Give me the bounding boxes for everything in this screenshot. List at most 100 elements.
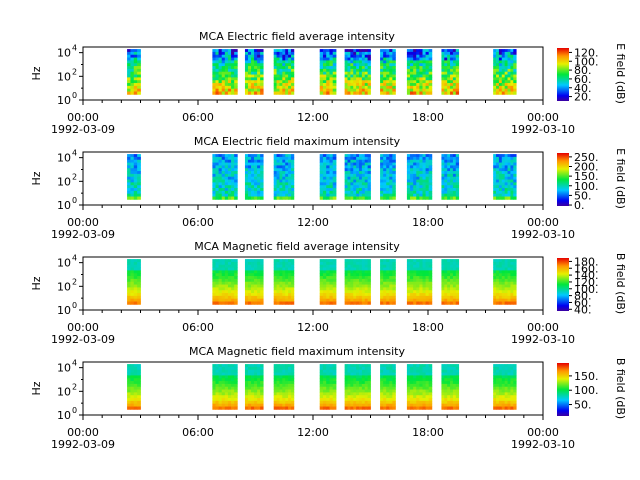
panel-title: MCA Electric field average intensity (199, 30, 395, 43)
spectrogram-segment (319, 364, 337, 410)
colorbar-tick-label: 140. (574, 269, 599, 282)
spectrogram-segment (127, 259, 141, 305)
spectrogram-segment (273, 364, 295, 410)
colorbar-tick-label: 250. (574, 151, 599, 164)
y-tick-exponent: 0 (72, 301, 77, 310)
x-tick-label: 12:00 (297, 111, 329, 124)
colorbar-tick-label: 150. (574, 170, 599, 183)
spectrogram-segment (493, 259, 517, 305)
colorbar-tick-label: 80. (574, 64, 592, 77)
x-date-label: 1992-03-10 (511, 333, 575, 346)
colorbar-tick-label: 120. (574, 276, 599, 289)
spectrogram-segment (319, 49, 337, 95)
spectrogram-segment (244, 364, 264, 410)
y-axis-label: Hz (30, 276, 43, 290)
panel-4: MCA Magnetic field maximum intensity 10 0 1… (30, 345, 627, 451)
spectrogram-segment (406, 364, 433, 410)
y-tick-label: 10 (57, 199, 71, 212)
x-date-label: 1992-03-10 (511, 438, 575, 451)
x-tick-label: 00:00 (527, 111, 559, 124)
colorbar-tick-label: 40. (574, 303, 592, 316)
colorbar (557, 363, 569, 416)
colorbar-tick-label: 160. (574, 262, 599, 275)
colorbar-tick-label: 20. (574, 91, 592, 104)
x-date-label: 1992-03-09 (51, 438, 115, 451)
y-tick-exponent: 4 (72, 254, 77, 263)
colorbar-tick-label: 60. (574, 296, 592, 309)
y-tick-exponent: 4 (72, 44, 77, 53)
x-tick-label: 06:00 (182, 426, 214, 439)
x-date-label: 1992-03-10 (511, 123, 575, 136)
spectrogram-segment (344, 259, 371, 305)
spectrogram-segment (273, 49, 295, 95)
spectrogram-segment (212, 49, 238, 95)
colorbar-tick-label: 100. (574, 384, 599, 397)
x-tick-label: 18:00 (412, 216, 444, 229)
x-tick-label: 18:00 (412, 111, 444, 124)
y-tick-label: 10 (57, 70, 71, 83)
spectrogram-segment (244, 259, 264, 305)
y-tick-exponent: 2 (72, 382, 77, 391)
colorbar-tick-label: 180. (574, 255, 599, 268)
x-tick-label: 18:00 (412, 426, 444, 439)
spectrogram-segment (212, 154, 238, 200)
colorbar-tick-label: 200. (574, 160, 599, 173)
panel-title: MCA Magnetic field average intensity (194, 240, 400, 253)
colorbar-label: B field (dB) (614, 253, 627, 314)
x-tick-label: 00:00 (67, 111, 99, 124)
y-axis-label: Hz (30, 381, 43, 395)
y-tick-label: 10 (57, 304, 71, 317)
spectrogram-segment (406, 154, 433, 200)
colorbar-tick-label: 100. (574, 55, 599, 68)
x-tick-label: 00:00 (67, 321, 99, 334)
x-tick-label: 00:00 (67, 216, 99, 229)
colorbar-label: E field (dB) (614, 148, 627, 209)
colorbar-tick-label: 60. (574, 73, 592, 86)
spectrogram-segment (441, 259, 460, 305)
colorbar-tick-label: 80. (574, 290, 592, 303)
spectrogram-segment (127, 364, 141, 410)
y-tick-exponent: 0 (72, 406, 77, 415)
spectrogram-segment (273, 259, 295, 305)
y-tick-exponent: 0 (72, 196, 77, 205)
x-date-label: 1992-03-10 (511, 228, 575, 241)
panel-title: MCA Magnetic field maximum intensity (189, 345, 405, 358)
x-date-label: 1992-03-09 (51, 228, 115, 241)
spectrogram-segment (406, 259, 433, 305)
x-tick-label: 12:00 (297, 216, 329, 229)
y-tick-label: 10 (57, 94, 71, 107)
y-axis-label: Hz (30, 171, 43, 185)
x-tick-label: 06:00 (182, 111, 214, 124)
y-tick-exponent: 2 (72, 172, 77, 181)
y-tick-label: 10 (57, 385, 71, 398)
spectrogram-segment (380, 259, 396, 305)
x-tick-label: 06:00 (182, 216, 214, 229)
colorbar-tick-label: 0. (574, 199, 585, 212)
plot-frame (82, 151, 544, 206)
spectrogram-segment (493, 364, 517, 410)
colorbar-label: B field (dB) (614, 358, 627, 419)
plot-frame (82, 46, 544, 101)
colorbar-tick-label: 50. (574, 399, 592, 412)
colorbar-tick-label: 50. (574, 189, 592, 202)
spectrogram-segment (344, 154, 371, 200)
colorbar-tick-label: 120. (574, 46, 599, 59)
spectrogram-segment (127, 49, 141, 95)
spectrogram-segment (380, 49, 396, 95)
y-tick-label: 10 (57, 152, 71, 165)
spectrogram-segment (273, 154, 295, 200)
y-tick-exponent: 4 (72, 359, 77, 368)
x-tick-label: 00:00 (527, 321, 559, 334)
colorbar-tick-label: 100. (574, 180, 599, 193)
y-tick-exponent: 0 (72, 91, 77, 100)
x-tick-label: 12:00 (297, 321, 329, 334)
spectrogram-segment (441, 49, 460, 95)
colorbar-tick-label: 150. (574, 370, 599, 383)
colorbar-tick-label: 40. (574, 82, 592, 95)
x-tick-label: 00:00 (67, 426, 99, 439)
y-tick-exponent: 2 (72, 277, 77, 286)
y-tick-label: 10 (57, 257, 71, 270)
